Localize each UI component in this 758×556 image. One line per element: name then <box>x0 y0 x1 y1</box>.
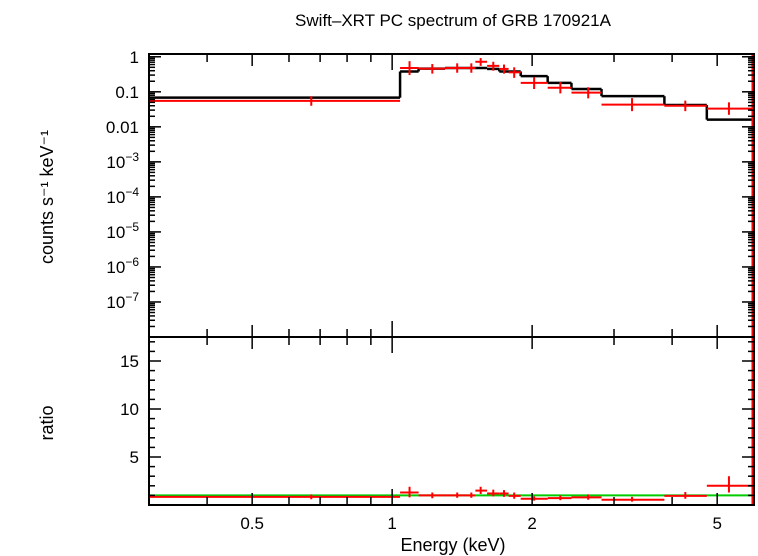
chart-title: Swift–XRT PC spectrum of GRB 170921A <box>295 11 612 30</box>
ratio-point-14 <box>706 476 753 493</box>
ratio-point-12 <box>601 496 665 502</box>
spectrum-point-9 <box>520 77 548 90</box>
ratio-data-group <box>149 337 755 505</box>
ratio-panel: 5 10 15 0.5 1 2 5 ratio Energy (keV) <box>37 54 755 555</box>
spectrum-point-7 <box>499 64 509 74</box>
ratio-point-0 <box>149 494 401 500</box>
x-tick-label-1: 1 <box>387 514 396 533</box>
spectrum-point-2 <box>418 64 446 74</box>
x-axis-ticks: 0.5 1 2 5 <box>148 54 755 533</box>
ratio-point-13 <box>664 492 707 499</box>
spectrum-point-6 <box>487 61 500 71</box>
spectrum-point-13 <box>664 100 707 112</box>
ratio-point-5 <box>475 486 488 494</box>
y-tick-label-1: 0.1 <box>115 83 139 102</box>
y-tick-label-4: 10−4 <box>106 185 139 207</box>
ratio-y-axis-ticks: 5 10 15 <box>120 341 754 497</box>
ratio-point-11 <box>571 494 602 500</box>
spectrum-point-1 <box>400 61 419 76</box>
x-tick-label-0: 0.5 <box>240 514 264 533</box>
ratio-point-8 <box>508 492 521 499</box>
spectrum-data-group <box>149 54 755 337</box>
spectrum-point-8 <box>508 67 521 78</box>
ratio-y-axis-label: ratio <box>37 405 57 440</box>
spectrum-point-4 <box>468 63 476 73</box>
ratio-point-6 <box>487 489 500 497</box>
spectrum-point-5 <box>475 58 488 66</box>
spectrum-point-11 <box>571 87 602 99</box>
x-tick-label-3: 5 <box>712 514 721 533</box>
spectrum-point-10 <box>547 82 572 94</box>
y-tick-label-2: 0.01 <box>106 118 139 137</box>
ratio-point-1 <box>400 486 419 498</box>
ratio-point-10 <box>547 495 572 501</box>
x-axis-label: Energy (keV) <box>400 535 505 555</box>
ratio-point-7 <box>499 490 509 497</box>
ratio-point-4 <box>468 492 476 498</box>
y-tick-label-5: 10−5 <box>106 220 139 242</box>
ratio-y-tick-label-1: 10 <box>120 400 139 419</box>
y-tick-label-0: 1 <box>130 48 139 67</box>
y-tick-label-6: 10−6 <box>106 255 139 277</box>
y-axis-ticks: 1 0.1 0.01 10−3 10−4 10−5 10−6 10−7 <box>106 48 754 338</box>
ratio-y-tick-label-0: 5 <box>130 448 139 467</box>
x-tick-label-2: 2 <box>527 514 536 533</box>
spectrum-y-axis-label: counts s⁻¹ keV⁻¹ <box>37 130 57 264</box>
ratio-point-2 <box>418 492 446 499</box>
ratio-point-3 <box>445 492 469 498</box>
spectrum-point-3 <box>445 63 469 73</box>
spectrum-point-0 <box>149 96 401 106</box>
y-tick-label-3: 10−3 <box>106 150 139 172</box>
ratio-y-tick-label-2: 15 <box>120 352 139 371</box>
ratio-panel-frame <box>148 336 755 506</box>
model-histogram-group <box>149 66 753 121</box>
spectrum-panel: 1 0.1 0.01 10−3 10−4 10−5 10−6 10−7 counts s⁻¹ … <box>37 48 755 338</box>
spectrum-point-14 <box>706 102 753 115</box>
ratio-point-9 <box>520 496 548 501</box>
spectrum-point-12 <box>601 98 665 112</box>
y-tick-label-7: 10−7 <box>106 290 139 312</box>
